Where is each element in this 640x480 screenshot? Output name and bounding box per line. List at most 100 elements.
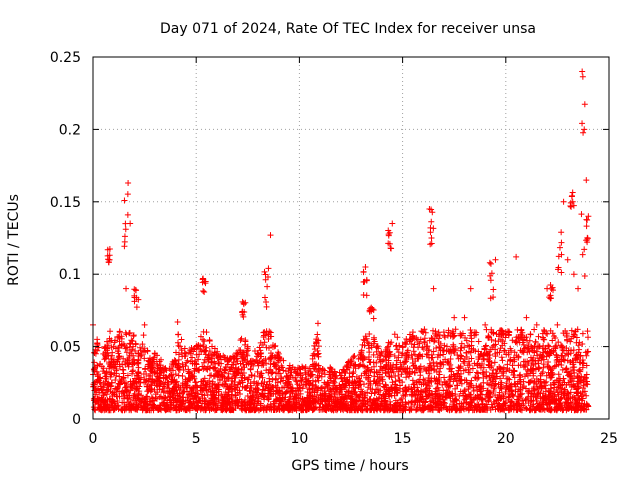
data-point <box>520 347 527 354</box>
data-point <box>160 401 167 408</box>
data-point <box>161 394 168 401</box>
data-point <box>100 350 107 357</box>
data-point <box>583 362 590 369</box>
data-point <box>471 329 478 336</box>
data-point <box>177 343 184 350</box>
data-point <box>209 355 216 362</box>
data-point <box>131 294 138 301</box>
data-point <box>520 349 527 356</box>
data-point <box>134 360 141 367</box>
data-point <box>579 73 586 80</box>
data-point <box>426 346 433 353</box>
data-point <box>132 347 139 354</box>
data-point <box>529 345 536 352</box>
data-point <box>584 328 591 335</box>
data-point <box>97 380 104 387</box>
data-point <box>550 397 557 404</box>
data-point <box>468 391 475 398</box>
data-point <box>493 369 500 376</box>
data-point <box>485 333 492 340</box>
data-point <box>475 348 482 355</box>
data-point <box>520 337 527 344</box>
data-point <box>451 397 458 404</box>
data-point <box>485 361 492 368</box>
data-point <box>110 356 117 363</box>
data-point <box>183 359 190 366</box>
data-point <box>558 395 565 402</box>
data-point <box>429 354 436 361</box>
data-point <box>107 362 114 369</box>
data-point <box>321 367 328 374</box>
data-point <box>548 406 555 413</box>
data-point <box>420 376 427 383</box>
data-point <box>101 399 108 406</box>
data-point <box>374 397 381 404</box>
data-point <box>580 360 587 367</box>
data-point <box>356 382 363 389</box>
data-point <box>551 333 558 340</box>
data-point <box>113 367 120 374</box>
data-point <box>408 391 415 398</box>
data-point <box>475 374 482 381</box>
data-point <box>518 407 525 414</box>
data-point <box>131 397 138 404</box>
data-point <box>128 337 135 344</box>
data-point <box>555 403 562 410</box>
data-point <box>201 400 208 407</box>
data-point <box>398 352 405 359</box>
data-point <box>399 379 406 386</box>
data-point <box>482 321 489 328</box>
data-point <box>362 333 369 340</box>
data-point <box>452 396 459 403</box>
data-point <box>349 370 356 377</box>
data-point <box>581 246 588 253</box>
data-point <box>583 223 590 230</box>
data-point <box>285 368 292 375</box>
data-point <box>465 407 472 414</box>
data-point <box>107 371 114 378</box>
data-point <box>553 351 560 358</box>
data-point <box>527 370 534 377</box>
data-point <box>397 359 404 366</box>
data-point <box>157 393 164 400</box>
data-point <box>212 401 219 408</box>
data-point <box>422 399 429 406</box>
data-point <box>139 395 146 402</box>
data-point <box>136 388 143 395</box>
data-point <box>200 275 207 282</box>
data-point <box>261 387 268 394</box>
data-point <box>530 386 537 393</box>
data-point <box>490 387 497 394</box>
data-point <box>535 333 542 340</box>
data-point <box>126 401 133 408</box>
y-tick-label: 0.15 <box>50 195 81 211</box>
data-point <box>144 348 151 355</box>
data-point <box>170 376 177 383</box>
data-point <box>103 391 110 398</box>
data-point <box>123 344 130 351</box>
data-point <box>133 378 140 385</box>
data-point <box>549 337 556 344</box>
data-point <box>262 271 269 278</box>
data-point <box>122 220 129 227</box>
data-point <box>377 387 384 394</box>
data-point <box>463 393 470 400</box>
data-point <box>138 374 145 381</box>
data-point <box>360 336 367 343</box>
data-point <box>228 393 235 400</box>
data-point <box>251 400 258 407</box>
data-point <box>567 389 574 396</box>
data-point <box>558 269 565 276</box>
data-point <box>222 364 229 371</box>
data-point <box>361 337 368 344</box>
data-point <box>237 337 244 344</box>
data-point <box>333 399 340 406</box>
data-point <box>398 395 405 402</box>
data-point <box>434 398 441 405</box>
y-tick-labels: 0 0.05 0.1 0.15 0.2 0.25 <box>50 50 81 428</box>
data-point <box>200 366 207 373</box>
data-point <box>312 378 319 385</box>
data-point <box>327 393 334 400</box>
data-point <box>386 390 393 397</box>
data-point <box>423 351 430 358</box>
